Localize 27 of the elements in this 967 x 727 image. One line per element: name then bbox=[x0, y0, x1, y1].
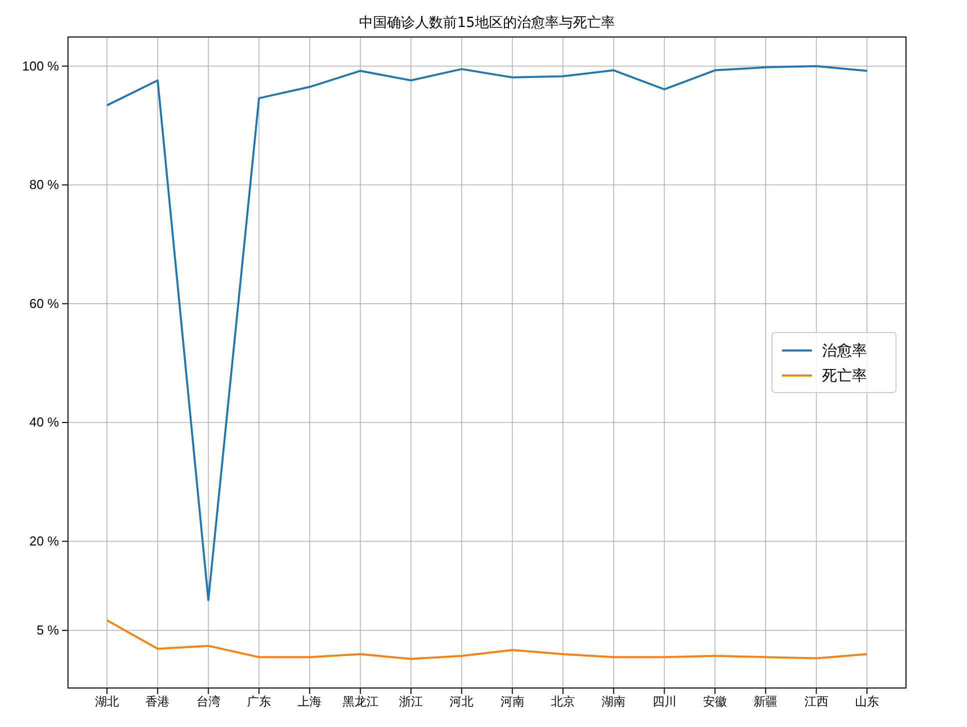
x-tick-label: 山东 bbox=[854, 694, 879, 709]
line-series bbox=[106, 619, 868, 660]
x-tick-label: 香港 bbox=[146, 694, 170, 709]
x-tick-label: 安徽 bbox=[702, 694, 727, 709]
x-tick-label: 河南 bbox=[500, 694, 524, 709]
x-tick-label: 北京 bbox=[551, 694, 575, 709]
chart-title: 中国确诊人数前15地区的治愈率与死亡率 bbox=[359, 15, 615, 31]
y-tick-label: 80 % bbox=[29, 177, 60, 192]
x-tick-label: 上海 bbox=[298, 694, 322, 709]
x-tick-label: 湖北 bbox=[95, 694, 120, 709]
y-tick-label: 20 % bbox=[29, 533, 60, 548]
x-tick-label: 河北 bbox=[450, 694, 474, 709]
x-tick-label: 黑龙江 bbox=[342, 694, 378, 709]
y-tick-label: 60 % bbox=[29, 296, 60, 311]
y-tick-label: 100 % bbox=[22, 58, 60, 74]
x-tick-label: 四川 bbox=[652, 694, 676, 709]
line-series bbox=[106, 65, 868, 602]
x-tick-label: 广东 bbox=[247, 694, 272, 709]
legend-label: 治愈率 bbox=[822, 342, 867, 360]
y-tick-label: 5 % bbox=[36, 622, 60, 638]
x-tick-label: 江西 bbox=[804, 694, 828, 709]
y-tick-label: 40 % bbox=[29, 414, 60, 430]
x-tick-label: 湖南 bbox=[602, 694, 626, 709]
x-tick-label: 台湾 bbox=[196, 694, 220, 709]
legend-label: 死亡率 bbox=[822, 366, 867, 384]
x-tick-label: 新疆 bbox=[754, 694, 778, 709]
x-tick-label: 浙江 bbox=[399, 694, 423, 709]
